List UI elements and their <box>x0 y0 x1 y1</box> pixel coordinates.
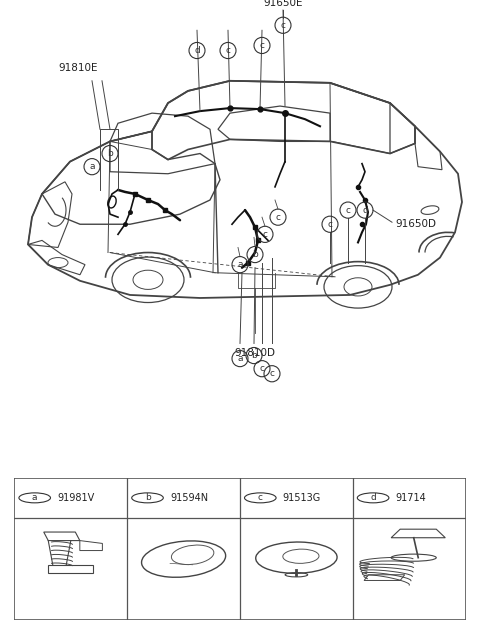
Text: b: b <box>107 149 113 158</box>
Text: c: c <box>226 46 230 55</box>
Text: c: c <box>327 220 333 229</box>
Text: 91810E: 91810E <box>58 63 98 73</box>
Text: 91513G: 91513G <box>283 493 321 503</box>
Text: 91650E: 91650E <box>263 0 303 8</box>
Text: a: a <box>89 162 95 171</box>
Text: d: d <box>362 206 368 215</box>
Text: c: c <box>260 41 264 50</box>
Text: c: c <box>280 21 286 30</box>
Text: 91650D: 91650D <box>395 219 436 229</box>
Text: 91810D: 91810D <box>235 349 276 358</box>
Text: c: c <box>269 369 275 379</box>
Text: b: b <box>252 250 258 259</box>
Text: 91594N: 91594N <box>170 493 208 503</box>
Text: d: d <box>194 46 200 55</box>
Text: 91714: 91714 <box>396 493 426 503</box>
Text: c: c <box>260 364 264 373</box>
Text: b: b <box>251 351 257 360</box>
Text: c: c <box>346 206 350 215</box>
Text: a: a <box>237 354 243 363</box>
Text: c: c <box>258 493 263 503</box>
Text: a: a <box>32 493 37 503</box>
Text: b: b <box>144 493 150 503</box>
Text: a: a <box>237 260 243 269</box>
Text: c: c <box>276 213 280 222</box>
Text: 91981V: 91981V <box>57 493 95 503</box>
Text: c: c <box>263 230 267 239</box>
Text: d: d <box>370 493 376 503</box>
